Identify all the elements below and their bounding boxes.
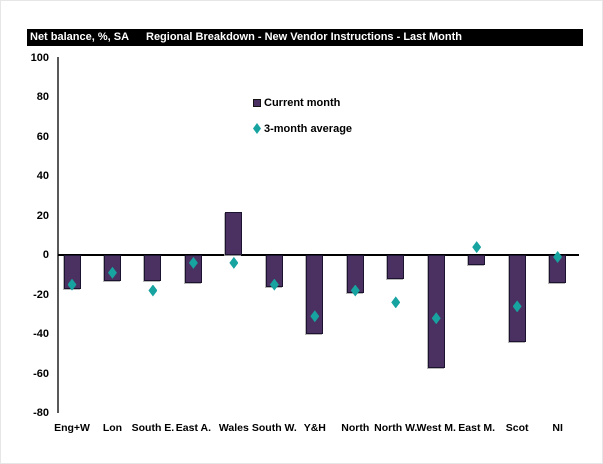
x-axis-category-label: South W. (251, 422, 297, 434)
marker-3-month-average (229, 256, 239, 269)
chart-title: Regional Breakdown - New Vendor Instruct… (146, 31, 462, 43)
bar-current-month (225, 211, 243, 255)
y-axis-tick-label: -80 (33, 407, 49, 419)
marker-3-month-average (391, 296, 401, 309)
bar-current-month (468, 255, 486, 265)
y-axis-tick-label: 60 (36, 130, 49, 143)
y-axis-tick-label: 80 (36, 91, 49, 103)
x-axis-category-label: West M. (416, 422, 456, 434)
bar-current-month (387, 255, 405, 279)
bar-current-month (144, 255, 162, 281)
marker-3-month-average (310, 310, 320, 323)
marker-3-month-average (431, 312, 441, 325)
chart-header-bar: Net balance, %, SA Regional Breakdown - … (27, 29, 583, 46)
legend-label: Current month (264, 97, 341, 109)
x-axis-category-label: Wales (218, 422, 249, 434)
x-axis-category-label: NI (552, 422, 563, 434)
legend-label: 3-month average (264, 123, 353, 135)
marker-3-month-average (553, 250, 563, 263)
y-axis-tick-label: -20 (33, 288, 49, 301)
y-axis-tick-label: -40 (33, 328, 49, 340)
x-axis-category-label: North (341, 422, 370, 434)
y-axis-tick-label: 20 (36, 209, 49, 222)
y-axis-tick-label: -60 (33, 367, 49, 380)
x-axis-category-label: South E. (131, 422, 175, 434)
y-axis-line (57, 57, 59, 413)
marker-3-month-average (107, 266, 117, 279)
diamond-marker-icon (253, 123, 261, 134)
bar-current-month (427, 255, 445, 368)
y-axis-unit-label: Net balance, %, SA (30, 31, 130, 43)
marker-3-month-average (269, 278, 279, 291)
x-axis-category-label: Eng+W (54, 422, 90, 434)
bar-current-month (508, 255, 526, 342)
y-axis-tick-label: 0 (42, 249, 49, 261)
marker-3-month-average (472, 241, 482, 254)
bar-current-month (306, 255, 324, 334)
x-axis-category-label: North W. (374, 422, 418, 434)
y-axis-tick-label: 100 (30, 51, 49, 64)
x-axis-category-label: East A. (175, 422, 212, 434)
marker-3-month-average (512, 300, 522, 313)
marker-3-month-average (67, 278, 77, 291)
x-axis-category-label: East M. (458, 422, 496, 434)
x-axis-category-label: Scot (505, 422, 529, 434)
marker-3-month-average (350, 284, 360, 297)
x-axis-category-label: Lon (102, 422, 123, 434)
marker-3-month-average (148, 284, 158, 297)
y-axis-tick-label: 40 (36, 170, 49, 182)
square-marker-icon (253, 99, 261, 107)
x-axis-category-label: Y&H (303, 422, 326, 434)
marker-3-month-average (188, 256, 198, 269)
